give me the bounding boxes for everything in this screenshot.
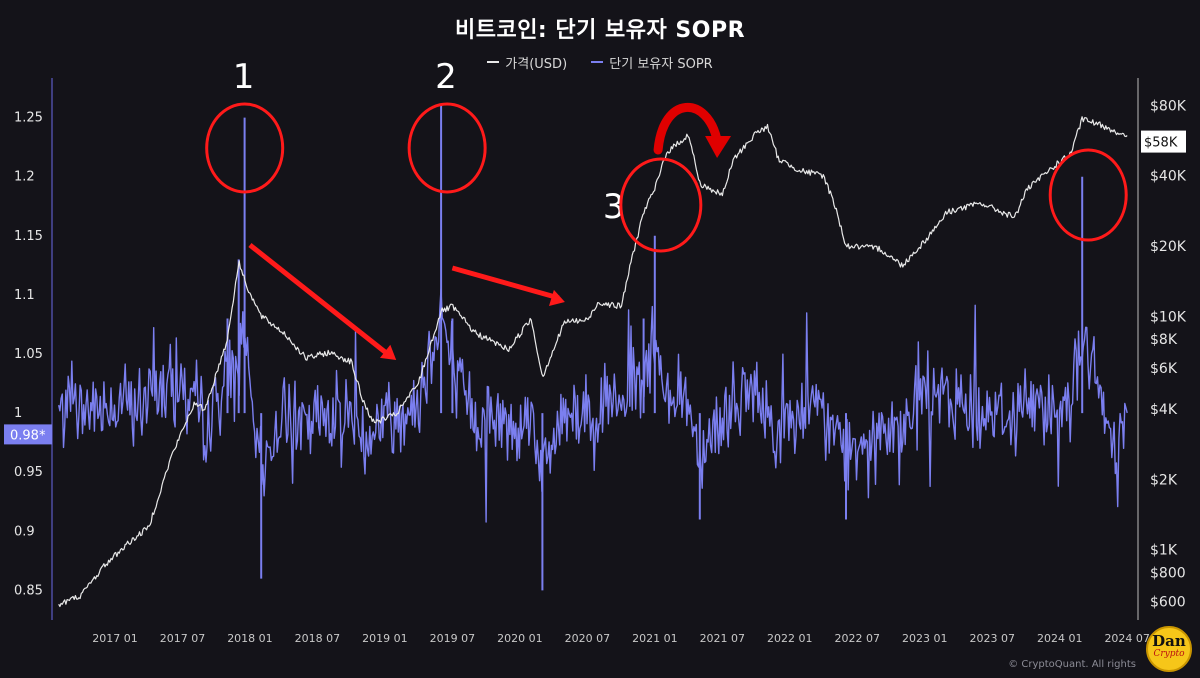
x-tick-label: 2017 07 (160, 632, 206, 645)
left-tick-label: 0.9 (14, 524, 35, 539)
legend-swatch-sopr (591, 61, 604, 63)
right-tick-label: $4K (1150, 402, 1178, 418)
chart-title: 비트코인: 단기 보유자 SOPR (454, 18, 746, 43)
legend-swatch-price (487, 61, 500, 63)
right-tick-label: $800 (1150, 565, 1186, 581)
x-tick-label: 2022 07 (835, 632, 881, 645)
x-tick-label: 2019 01 (362, 632, 408, 645)
annotation-circle (1048, 148, 1128, 242)
left-current-label: 0.98* (10, 428, 46, 443)
annotation-curved-arrow (653, 102, 722, 155)
right-tick-label: $80K (1150, 98, 1187, 114)
chart-legend: 가격(USD) 단기 보유자 SOPR (0, 52, 1200, 72)
right-tick-label: $600 (1150, 595, 1186, 611)
legend-item-sopr[interactable]: 단기 보유자 SOPR (591, 53, 713, 72)
dan-crypto-logo: Dan Crypto (1146, 626, 1192, 672)
right-tick-label: $10K (1150, 309, 1187, 325)
right-tick-label: $2K (1150, 472, 1178, 488)
x-tick-label: 2024 07 (1104, 632, 1150, 645)
x-tick-label: 2023 01 (902, 632, 948, 645)
x-tick-label: 2018 01 (227, 632, 273, 645)
logo-text-main: Dan (1152, 632, 1186, 650)
x-tick-label: 2021 01 (632, 632, 678, 645)
annotation-circle (619, 157, 703, 253)
right-tick-label: $1K (1150, 543, 1178, 559)
annotation-arrow-head (549, 289, 565, 306)
left-tick-label: 1 (14, 406, 22, 421)
x-tick-label: 2020 07 (565, 632, 611, 645)
series-spikes-sopr (226, 105, 1084, 591)
right-tick-label: $6K (1150, 361, 1178, 377)
copyright-footer: © CryptoQuant. All rights (1008, 659, 1136, 670)
left-tick-label: 1.15 (14, 229, 43, 244)
annotation-circle (407, 102, 487, 194)
x-tick-label: 2022 01 (767, 632, 813, 645)
series-line-sopr (58, 288, 1128, 523)
legend-item-price[interactable]: 가격(USD) (487, 53, 567, 72)
x-tick-label: 2019 07 (430, 632, 476, 645)
left-tick-label: 1.2 (14, 170, 35, 185)
annotation-arrow-shaft (451, 265, 560, 301)
left-tick-label: 0.85 (14, 583, 43, 598)
right-tick-label: $8K (1150, 332, 1178, 348)
annotation-curved-arrow-head (705, 136, 732, 158)
left-tick-label: 1.1 (14, 288, 35, 303)
logo-text-sub: Crypto (1153, 649, 1185, 659)
legend-label-sopr: 단기 보유자 SOPR (609, 56, 713, 72)
annotation-circle (205, 102, 285, 194)
x-tick-label: 2024 01 (1037, 632, 1083, 645)
annotation-number: 2 (435, 57, 457, 97)
left-tick-label: 1.25 (14, 111, 43, 126)
series-line-price (58, 116, 1128, 608)
annotation-arrow-head (380, 344, 397, 360)
right-current-label: $58K (1144, 136, 1178, 151)
annotation-number: 1 (233, 57, 255, 97)
left-tick-label: 1.05 (14, 347, 43, 362)
annotation-number: 3 (603, 187, 625, 227)
right-tick-label: $40K (1150, 169, 1187, 185)
left-current-marker (4, 424, 52, 445)
x-tick-label: 2017 01 (92, 632, 138, 645)
x-tick-label: 2023 07 (969, 632, 1015, 645)
annotation-arrow-shaft (248, 243, 392, 358)
x-tick-label: 2021 07 (700, 632, 746, 645)
x-tick-label: 2020 01 (497, 632, 543, 645)
right-tick-label: $20K (1150, 239, 1187, 255)
x-tick-label: 2018 07 (295, 632, 341, 645)
legend-label-price: 가격(USD) (505, 56, 568, 72)
right-current-marker (1141, 130, 1186, 153)
left-tick-label: 0.95 (14, 465, 43, 480)
